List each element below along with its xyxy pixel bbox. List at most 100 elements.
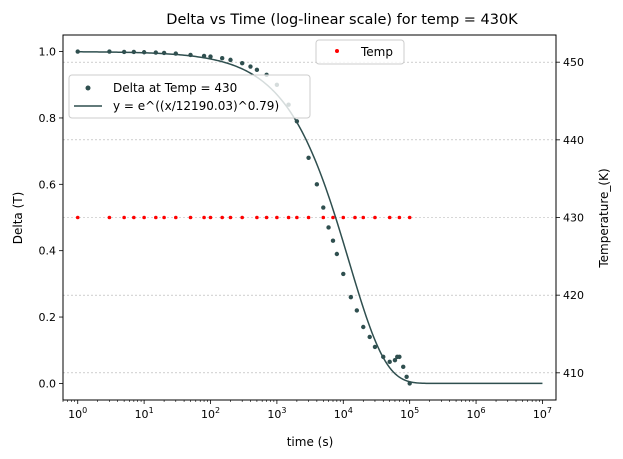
y2-tick-label: 450: [563, 56, 584, 69]
legend-box: [68, 74, 311, 119]
x-axis-label: time (s): [287, 435, 334, 449]
x-tick-label: 105: [400, 406, 419, 421]
temp-point: [240, 215, 244, 220]
temp-point: [142, 215, 146, 220]
delta-point: [254, 67, 260, 73]
y-axis: 0.0 0.2 0.4 0.6 0.8 1.0: [39, 46, 63, 390]
temp-point: [162, 215, 166, 220]
legend-label-delta: Delta at Temp = 430: [113, 81, 237, 95]
legend-delta: Delta at Temp = 430 y = e^((x/12190.03)^…: [68, 74, 311, 119]
y2-axis-label: Temperature_(K): [597, 168, 611, 268]
delta-point: [188, 52, 193, 58]
delta-point: [407, 381, 412, 386]
delta-point: [75, 49, 80, 54]
delta-point: [334, 251, 340, 257]
delta-point: [153, 50, 159, 55]
delta-point: [173, 51, 178, 56]
temp-point: [202, 215, 206, 220]
legend-marker-delta: [85, 85, 91, 91]
temp-point: [75, 215, 80, 220]
delta-point: [361, 324, 366, 330]
delta-point: [239, 61, 245, 66]
y-tick-label: 1.0: [39, 46, 57, 59]
legend-box-temp: [315, 39, 405, 65]
temp-point: [397, 215, 402, 220]
y2-tick-label: 440: [563, 134, 584, 147]
temp-point: [331, 215, 335, 220]
y2-axis: 410 420 430 440 450: [556, 56, 584, 380]
x-tick-label: 101: [135, 406, 154, 421]
temp-point: [154, 215, 158, 220]
delta-point: [330, 238, 336, 243]
temp-point: [264, 215, 269, 220]
temp-point: [107, 215, 112, 220]
temp-point: [353, 215, 357, 220]
delta-point: [326, 225, 331, 230]
delta-point: [161, 50, 167, 56]
delta-point: [348, 294, 354, 300]
temp-point: [255, 215, 259, 220]
x-tick-label: 107: [533, 406, 552, 421]
temp-point: [321, 215, 326, 220]
delta-point: [248, 64, 253, 69]
legend-temp: Temp: [315, 39, 405, 65]
legend-label-fit: y = e^((x/12190.03)^0.79): [113, 99, 279, 113]
delta-point: [228, 57, 233, 63]
delta-point: [314, 182, 320, 187]
temp-point: [373, 215, 377, 220]
legend-marker-temp: [335, 49, 339, 53]
temp-point: [387, 215, 392, 220]
delta-point: [141, 50, 147, 55]
delta-point: [367, 334, 372, 340]
temp-point: [286, 215, 291, 220]
x-axis: 100 101 102 103 104 105 106 107: [62, 400, 552, 421]
x-tick-label: 104: [334, 406, 353, 421]
delta-point: [401, 364, 406, 370]
delta-point: [397, 354, 402, 360]
y-tick-label: 0.6: [39, 178, 57, 191]
temp-point: [188, 215, 193, 220]
delta-point: [354, 308, 360, 313]
delta-point: [381, 354, 386, 360]
x-tick-label: 100: [68, 406, 87, 421]
temp-point: [306, 215, 311, 220]
delta-point: [372, 344, 378, 350]
delta-point: [219, 56, 225, 61]
y2-tick-label: 420: [563, 289, 584, 302]
y2-tick-label: 410: [563, 367, 584, 380]
delta-point: [107, 49, 112, 54]
chart-title: Delta vs Time (log-linear scale) for tem…: [166, 12, 518, 28]
temp-point: [275, 215, 279, 220]
legend-label-temp: Temp: [360, 45, 393, 59]
y-tick-label: 0.4: [39, 245, 57, 258]
temp-point: [228, 215, 233, 220]
delta-point: [404, 374, 409, 379]
x-tick-label: 102: [201, 406, 220, 421]
temp-point: [220, 215, 224, 220]
delta-point: [392, 357, 398, 363]
temp-point: [341, 215, 346, 220]
delta-point: [131, 49, 137, 55]
y-axis-label: Delta (T): [11, 192, 25, 245]
y-tick-label: 0.8: [39, 112, 57, 125]
delta-point: [208, 54, 213, 59]
temp-point: [295, 215, 299, 220]
delta-point: [121, 49, 127, 55]
temp-point: [407, 215, 412, 220]
plot-marks: [75, 49, 543, 386]
temp-point: [208, 215, 213, 220]
delta-point: [306, 155, 311, 160]
delta-point: [341, 271, 346, 277]
temp-point: [122, 215, 126, 220]
x-tick-label: 106: [467, 406, 486, 421]
temp-point: [173, 215, 178, 220]
delta-point: [387, 359, 392, 365]
y2-tick-label: 430: [563, 212, 584, 225]
x-tick-label: 103: [267, 406, 286, 421]
temp-point: [132, 215, 136, 220]
delta-point: [201, 53, 207, 59]
y-tick-label: 0.0: [39, 377, 57, 390]
delta-point: [321, 205, 326, 210]
temp-point: [361, 215, 366, 220]
